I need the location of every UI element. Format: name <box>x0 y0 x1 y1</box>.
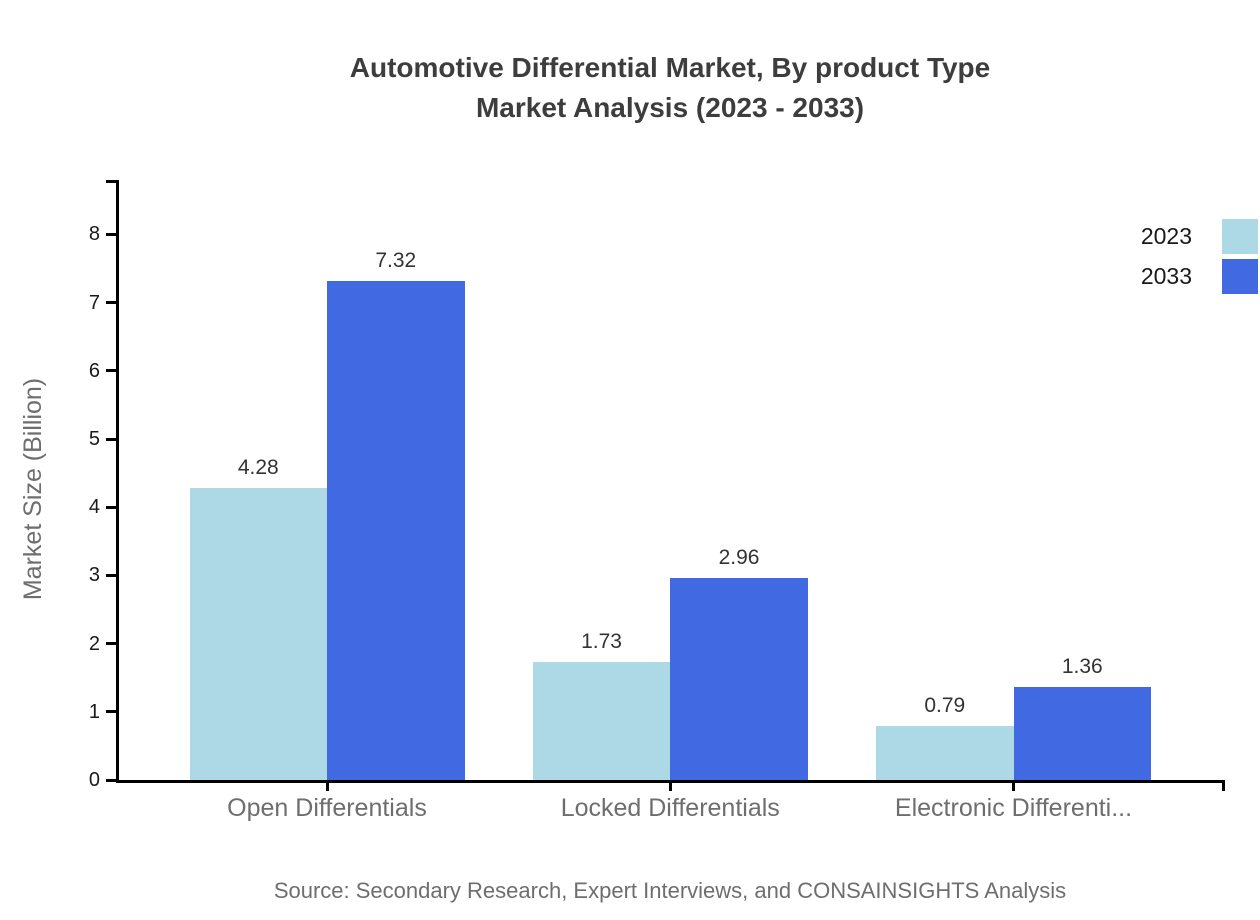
value-label-2023-electronic-differenti: 0.79 <box>924 694 966 718</box>
y-tick <box>106 369 116 373</box>
bar-2033-electronic-differenti <box>1013 687 1151 780</box>
legend-swatch-2033 <box>1222 259 1258 294</box>
y-tick <box>106 778 116 782</box>
y-tick-label: 7 <box>88 291 100 314</box>
bar-2033-open-differentials <box>327 280 465 780</box>
chart-title-line1: Automotive Differential Market, By produ… <box>349 52 991 83</box>
y-tick <box>106 232 116 236</box>
y-tick <box>106 301 116 305</box>
x-category-label-locked-differentials: Locked Differentials <box>560 794 780 822</box>
y-tick-label: 0 <box>88 769 100 791</box>
y-axis-outer-tick <box>106 180 116 183</box>
x-tick <box>1012 779 1015 791</box>
legend-item-2033: 2033 <box>1141 259 1258 294</box>
x-tick <box>325 779 329 791</box>
y-tick <box>106 642 116 646</box>
y-tick-label: 3 <box>88 564 100 587</box>
y-tick <box>106 710 116 714</box>
x-category-label-open-differentials: Open Differentials <box>227 794 427 822</box>
y-tick <box>106 437 116 441</box>
y-tick-label: 5 <box>88 428 100 450</box>
value-label-2033-open-differentials: 7.32 <box>375 248 417 272</box>
value-label-2023-locked-differentials: 1.73 <box>581 630 622 653</box>
y-tick <box>106 573 116 577</box>
y-tick-label: 4 <box>88 496 100 519</box>
chart-title: Automotive Differential Market, By produ… <box>118 48 1222 128</box>
y-tick-label: 1 <box>88 700 100 723</box>
y-axis-line <box>116 180 119 783</box>
legend-item-2023: 2023 <box>1141 219 1258 254</box>
y-tick <box>106 505 116 509</box>
value-label-2023-open-differentials: 4.28 <box>237 456 279 480</box>
chart-title-line2: Market Analysis (2023 - 2033) <box>475 92 865 123</box>
legend-label-2023: 2023 <box>1140 223 1192 249</box>
value-label-2033-locked-differentials: 2.96 <box>718 546 760 570</box>
bar-2023-electronic-differenti <box>876 726 1014 780</box>
x-tick <box>668 779 672 791</box>
bar-2033-locked-differentials <box>670 578 808 780</box>
x-axis-outer-tick <box>1222 779 1225 791</box>
bar-2023-open-differentials <box>189 488 327 780</box>
y-tick-label: 2 <box>88 632 100 655</box>
legend-swatch-2023 <box>1222 219 1258 254</box>
bar-2023-locked-differentials <box>532 662 671 780</box>
source-note: Source: Secondary Research, Expert Inter… <box>273 878 1067 903</box>
x-category-label-electronic-differenti: Electronic Differenti... <box>894 794 1133 822</box>
legend: 2023 2033 <box>1141 219 1258 294</box>
y-tick-label: 8 <box>88 223 100 246</box>
legend-label-2033: 2033 <box>1140 263 1192 289</box>
value-label-2033-electronic-differenti: 1.36 <box>1061 655 1103 679</box>
y-tick-label: 6 <box>88 359 100 382</box>
